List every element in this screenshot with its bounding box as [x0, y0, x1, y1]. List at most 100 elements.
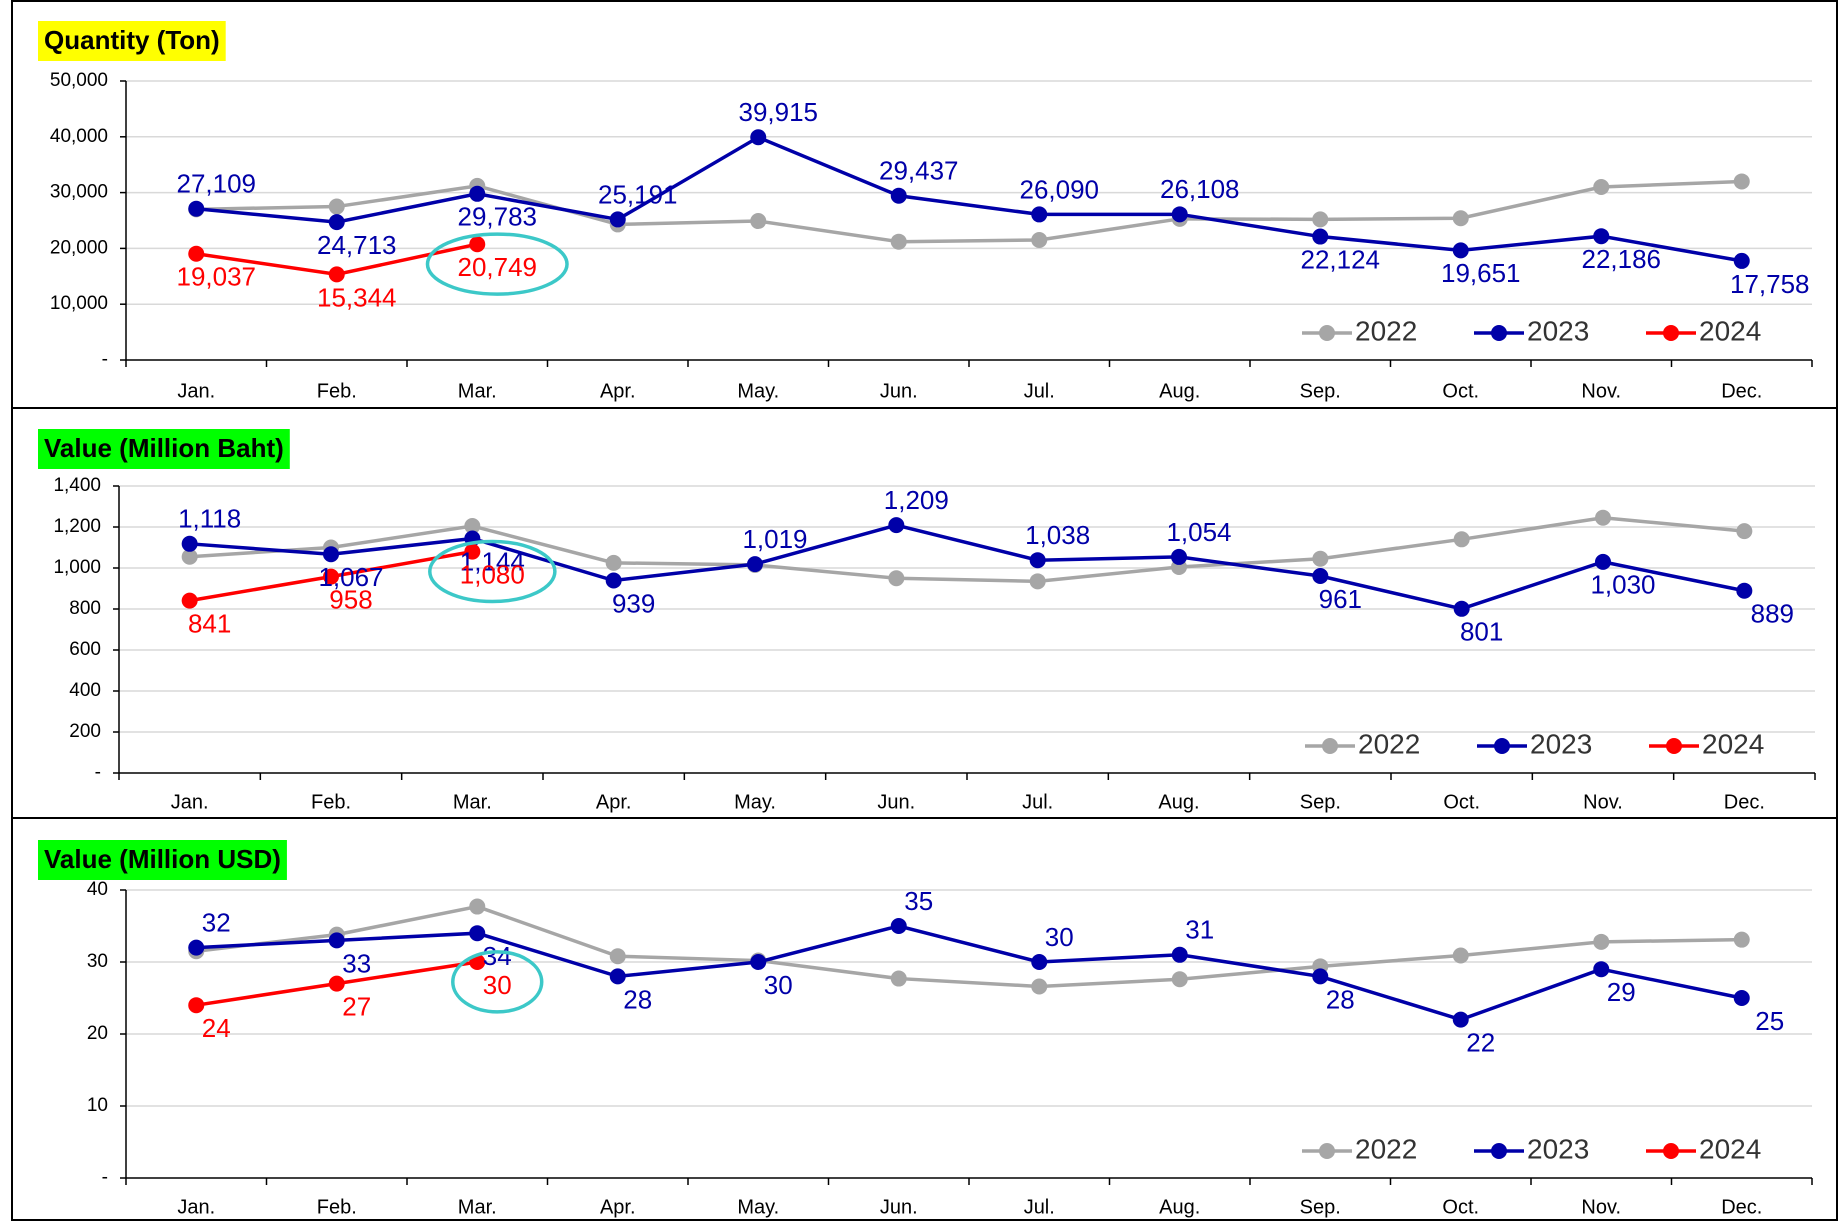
- data-point: [328, 932, 345, 949]
- x-tick-label: Jan.: [177, 1196, 215, 1218]
- y-tick-label: -: [95, 762, 101, 783]
- data-point: [323, 546, 339, 563]
- x-tick-label: Jan.: [171, 791, 209, 813]
- data-point: [328, 266, 345, 283]
- legend-label: 2022: [1358, 728, 1420, 759]
- data-point: [328, 975, 345, 992]
- data-point: [890, 918, 907, 934]
- data-label: 19,651: [1441, 258, 1521, 288]
- x-tick-label: Apr.: [596, 791, 632, 813]
- y-tick-label: 10: [87, 1095, 108, 1116]
- x-tick-label: Mar.: [453, 791, 492, 813]
- highlight-ellipse: [451, 950, 544, 1014]
- data-point: [1171, 971, 1188, 988]
- y-tick-label: 20,000: [50, 237, 108, 258]
- series-line: [189, 516, 1745, 584]
- x-tick-label: Oct.: [1443, 791, 1480, 813]
- data-label: 22,124: [1300, 244, 1380, 274]
- data-label: 30: [764, 970, 793, 1000]
- chart-title: Quantity (Ton): [44, 25, 220, 55]
- data-label: 26,090: [1019, 174, 1099, 204]
- data-label: 801: [1460, 617, 1503, 647]
- x-tick-label: May.: [737, 380, 779, 402]
- x-tick-label: Jul.: [1024, 380, 1055, 402]
- x-tick-label: Feb.: [317, 1196, 357, 1218]
- data-label: 958: [329, 584, 372, 614]
- x-tick-label: Jul.: [1024, 1196, 1055, 1218]
- data-point: [1733, 173, 1750, 190]
- data-label: 29: [1607, 977, 1636, 1007]
- legend-marker: [1319, 325, 1335, 341]
- data-point: [1029, 552, 1046, 569]
- data-label: 939: [612, 588, 655, 618]
- data-point: [1031, 978, 1048, 995]
- title-background: [38, 429, 290, 469]
- x-tick-label: Nov.: [1581, 380, 1621, 402]
- data-point: [1031, 232, 1048, 249]
- data-label: 19,037: [176, 262, 256, 292]
- data-label: 1,144: [460, 546, 525, 576]
- data-label: 27,109: [176, 169, 256, 199]
- data-point: [1452, 242, 1469, 259]
- y-tick-label: 600: [69, 639, 101, 660]
- data-point: [890, 187, 907, 204]
- data-point: [469, 898, 486, 915]
- legend-label: 2022: [1355, 1133, 1417, 1164]
- legend-label: 2023: [1527, 315, 1589, 346]
- data-point: [1171, 946, 1188, 963]
- data-label: 28: [1326, 984, 1355, 1014]
- data-point: [1593, 961, 1610, 978]
- data-point: [1031, 954, 1048, 970]
- legend-marker: [1319, 1143, 1335, 1159]
- data-label: 29,783: [457, 202, 537, 232]
- data-label: 24,713: [317, 230, 397, 260]
- y-tick-label: 800: [69, 598, 101, 619]
- y-tick-label: -: [102, 1167, 108, 1188]
- data-point: [1595, 509, 1611, 526]
- legend-marker: [1494, 738, 1510, 754]
- data-point: [1452, 1011, 1469, 1028]
- data-label: 22,186: [1581, 244, 1661, 274]
- x-tick-label: Mar.: [458, 380, 497, 402]
- y-tick-label: 30,000: [50, 182, 108, 203]
- data-label: 1,209: [884, 485, 949, 515]
- data-label: 17,758: [1730, 269, 1810, 299]
- data-point: [1453, 600, 1470, 617]
- data-label: 15,344: [317, 282, 397, 312]
- legend-label: 2024: [1702, 728, 1764, 759]
- series-line: [196, 924, 1743, 1022]
- data-point: [328, 214, 345, 231]
- legend-marker: [1491, 1143, 1507, 1159]
- panel-border: [11, 0, 1838, 409]
- x-tick-label: Jun.: [880, 380, 918, 402]
- x-tick-label: Nov.: [1581, 1196, 1621, 1218]
- panel-border: [11, 817, 1838, 1221]
- y-tick-label: 30: [87, 951, 108, 972]
- data-point: [1593, 228, 1610, 245]
- data-point: [464, 543, 481, 560]
- legend-label: 2022: [1355, 315, 1417, 346]
- data-point: [605, 554, 622, 571]
- x-tick-label: Apr.: [600, 1196, 636, 1218]
- data-label: 28: [623, 984, 652, 1014]
- data-point: [1171, 548, 1187, 565]
- data-label: 34: [483, 941, 512, 971]
- y-tick-label: 400: [69, 680, 101, 701]
- data-label: 30: [483, 970, 512, 1000]
- data-label: 31: [1185, 915, 1214, 945]
- x-tick-label: Sep.: [1300, 1196, 1341, 1218]
- data-point: [1736, 582, 1753, 599]
- data-point: [1029, 573, 1046, 590]
- data-label: 25: [1755, 1006, 1784, 1036]
- x-tick-label: Apr.: [600, 380, 636, 402]
- data-point: [1733, 931, 1750, 948]
- data-label: 27: [342, 991, 371, 1021]
- data-point: [323, 568, 339, 585]
- data-point: [188, 939, 205, 956]
- legend-marker: [1322, 738, 1338, 754]
- legend-label: 2023: [1527, 1133, 1589, 1164]
- y-tick-label: 10,000: [50, 293, 108, 314]
- highlight-ellipse: [425, 232, 569, 296]
- data-point: [750, 129, 767, 146]
- y-tick-label: 1,400: [53, 475, 101, 496]
